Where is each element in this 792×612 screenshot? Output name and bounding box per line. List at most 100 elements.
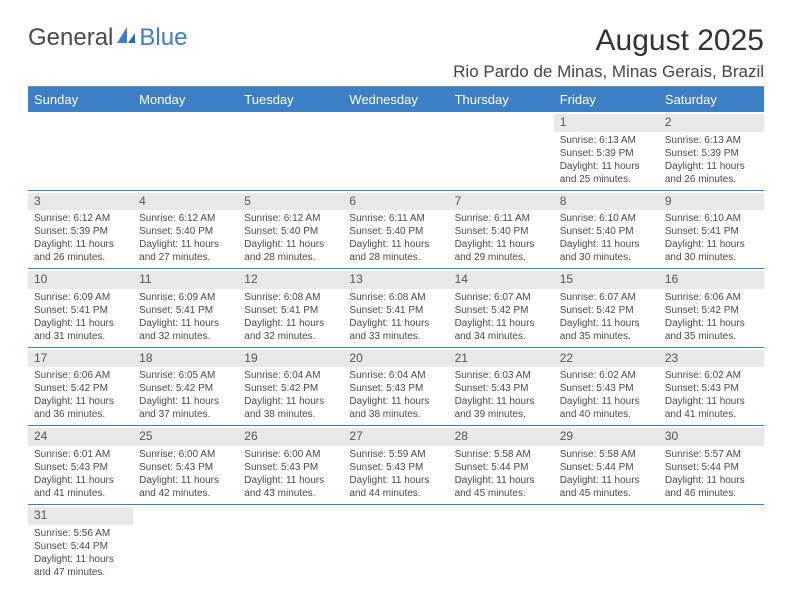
- cell-text: Daylight: 11 hours: [560, 395, 653, 408]
- day-number: 26: [238, 428, 343, 446]
- cell-text: and 41 minutes.: [665, 408, 758, 421]
- cell-text: and 41 minutes.: [34, 487, 127, 500]
- day-number: 19: [238, 350, 343, 368]
- cell-text: Daylight: 11 hours: [455, 317, 548, 330]
- cell-text: Daylight: 11 hours: [665, 238, 758, 251]
- day-number: 6: [343, 193, 448, 211]
- cell-text: Sunrise: 6:12 AM: [244, 212, 337, 225]
- cell-text: and 30 minutes.: [560, 251, 653, 264]
- cell-text: Sunset: 5:44 PM: [455, 461, 548, 474]
- calendar-cell: [449, 112, 554, 190]
- cell-text: Daylight: 11 hours: [34, 395, 127, 408]
- cell-text: Sunset: 5:39 PM: [34, 225, 127, 238]
- cell-text: Daylight: 11 hours: [665, 395, 758, 408]
- cell-text: and 25 minutes.: [560, 173, 653, 186]
- cell-text: Sunset: 5:40 PM: [349, 225, 442, 238]
- cell-text: Sunrise: 6:00 AM: [139, 448, 232, 461]
- cell-text: and 28 minutes.: [244, 251, 337, 264]
- cell-text: and 46 minutes.: [665, 487, 758, 500]
- cell-text: Sunrise: 6:08 AM: [349, 291, 442, 304]
- day-number: 14: [449, 271, 554, 289]
- calendar-cell: 20Sunrise: 6:04 AMSunset: 5:43 PMDayligh…: [343, 347, 448, 426]
- cell-text: Sunset: 5:43 PM: [349, 461, 442, 474]
- day-number: 11: [133, 271, 238, 289]
- cell-text: and 39 minutes.: [455, 408, 548, 421]
- calendar-body: 1 Sunrise: 6:13 AM Sunset: 5:39 PM Daylight…: [28, 112, 764, 583]
- cell-text: Daylight: 11 hours: [244, 474, 337, 487]
- calendar-cell: 14Sunrise: 6:07 AMSunset: 5:42 PMDayligh…: [449, 269, 554, 348]
- weekday-header-row: SundayMondayTuesdayWednesdayThursdayFrid…: [28, 87, 764, 112]
- cell-text: Daylight: 11 hours: [244, 238, 337, 251]
- cell-text: Sunrise: 6:03 AM: [455, 369, 548, 382]
- cell-text: Daylight: 11 hours: [139, 395, 232, 408]
- day-number: 10: [28, 271, 133, 289]
- calendar-cell: 8Sunrise: 6:10 AMSunset: 5:40 PMDaylight…: [554, 190, 659, 269]
- cell-text: Sunrise: 6:02 AM: [560, 369, 653, 382]
- cell-text: Sunset: 5:43 PM: [349, 382, 442, 395]
- calendar-cell: 4Sunrise: 6:12 AMSunset: 5:40 PMDaylight…: [133, 190, 238, 269]
- cell-text: Daylight: 11 hours: [455, 238, 548, 251]
- cell-text: Daylight: 11 hours: [349, 317, 442, 330]
- cell-text: Sunset: 5:44 PM: [665, 461, 758, 474]
- weekday-header: Monday: [133, 87, 238, 112]
- cell-text: Sunrise: 6:09 AM: [139, 291, 232, 304]
- calendar-cell: 16Sunrise: 6:06 AMSunset: 5:42 PMDayligh…: [659, 269, 764, 348]
- cell-text: Daylight: 11 hours: [455, 474, 548, 487]
- cell-text: and 35 minutes.: [560, 330, 653, 343]
- day-number: 1: [554, 114, 659, 132]
- cell-text: Daylight: 11 hours: [34, 474, 127, 487]
- cell-text: Daylight: 11 hours: [665, 317, 758, 330]
- cell-text: Sunrise: 6:11 AM: [349, 212, 442, 225]
- weekday-header: Friday: [554, 87, 659, 112]
- calendar-cell: 31Sunrise: 5:56 AMSunset: 5:44 PMDayligh…: [28, 504, 133, 582]
- cell-text: Sunrise: 6:00 AM: [244, 448, 337, 461]
- day-number: 4: [133, 193, 238, 211]
- calendar-cell: 2Sunrise: 6:13 AMSunset: 5:39 PMDaylight…: [659, 112, 764, 190]
- cell-text: Sunrise: 5:58 AM: [455, 448, 548, 461]
- cell-text: Sunrise: 6:10 AM: [560, 212, 653, 225]
- logo: General Blue: [28, 24, 187, 52]
- cell-text: Sunrise: 6:10 AM: [665, 212, 758, 225]
- cell-text: Daylight: 11 hours: [349, 474, 442, 487]
- calendar-cell: 25Sunrise: 6:00 AMSunset: 5:43 PMDayligh…: [133, 426, 238, 505]
- calendar-row: 31Sunrise: 5:56 AMSunset: 5:44 PMDayligh…: [28, 504, 764, 582]
- calendar-cell: 3Sunrise: 6:12 AMSunset: 5:39 PMDaylight…: [28, 190, 133, 269]
- day-number: 13: [343, 271, 448, 289]
- cell-text: Sunrise: 6:06 AM: [665, 291, 758, 304]
- cell-text: Sunset: 5:43 PM: [34, 461, 127, 474]
- calendar-row: 1Sunrise: 6:13 AMSunset: 5:39 PMDaylight…: [28, 112, 764, 190]
- cell-text: Sunrise: 6:07 AM: [560, 291, 653, 304]
- day-number: 8: [554, 193, 659, 211]
- day-number: 17: [28, 350, 133, 368]
- calendar-cell: 27Sunrise: 5:59 AMSunset: 5:43 PMDayligh…: [343, 426, 448, 505]
- calendar-cell: 18Sunrise: 6:05 AMSunset: 5:42 PMDayligh…: [133, 347, 238, 426]
- cell-text: Sunrise: 6:13 AM: [560, 134, 653, 147]
- calendar-cell: 7Sunrise: 6:11 AMSunset: 5:40 PMDaylight…: [449, 190, 554, 269]
- day-number: 9: [659, 193, 764, 211]
- cell-text: Sunset: 5:43 PM: [455, 382, 548, 395]
- calendar-cell: [343, 112, 448, 190]
- day-number: 2: [659, 114, 764, 132]
- cell-text: Sunset: 5:39 PM: [665, 147, 758, 160]
- cell-text: Daylight: 11 hours: [34, 553, 127, 566]
- calendar-cell: 11Sunrise: 6:09 AMSunset: 5:41 PMDayligh…: [133, 269, 238, 348]
- calendar-cell: 9Sunrise: 6:10 AMSunset: 5:41 PMDaylight…: [659, 190, 764, 269]
- location: Rio Pardo de Minas, Minas Gerais, Brazil: [28, 62, 764, 82]
- day-number: 3: [28, 193, 133, 211]
- cell-text: Sunset: 5:42 PM: [455, 304, 548, 317]
- cell-text: and 31 minutes.: [34, 330, 127, 343]
- cell-text: Sunrise: 5:58 AM: [560, 448, 653, 461]
- calendar-row: 3 Sunrise: 6:12 AM Sunset: 5:39 PM Daylight…: [28, 190, 764, 269]
- cell-text: Sunrise: 5:56 AM: [34, 527, 127, 540]
- cell-text: Sunrise: 6:05 AM: [139, 369, 232, 382]
- calendar-cell: [133, 112, 238, 190]
- cell-text: and 26 minutes.: [665, 173, 758, 186]
- cell-text: and 26 minutes.: [34, 251, 127, 264]
- calendar-cell: [659, 504, 764, 582]
- cell-text: and 29 minutes.: [455, 251, 548, 264]
- calendar-cell: 24Sunrise: 6:01 AMSunset: 5:43 PMDayligh…: [28, 426, 133, 505]
- calendar-cell: 22Sunrise: 6:02 AMSunset: 5:43 PMDayligh…: [554, 347, 659, 426]
- cell-text: Sunrise: 6:04 AM: [244, 369, 337, 382]
- day-number: 18: [133, 350, 238, 368]
- calendar-cell: 21Sunrise: 6:03 AMSunset: 5:43 PMDayligh…: [449, 347, 554, 426]
